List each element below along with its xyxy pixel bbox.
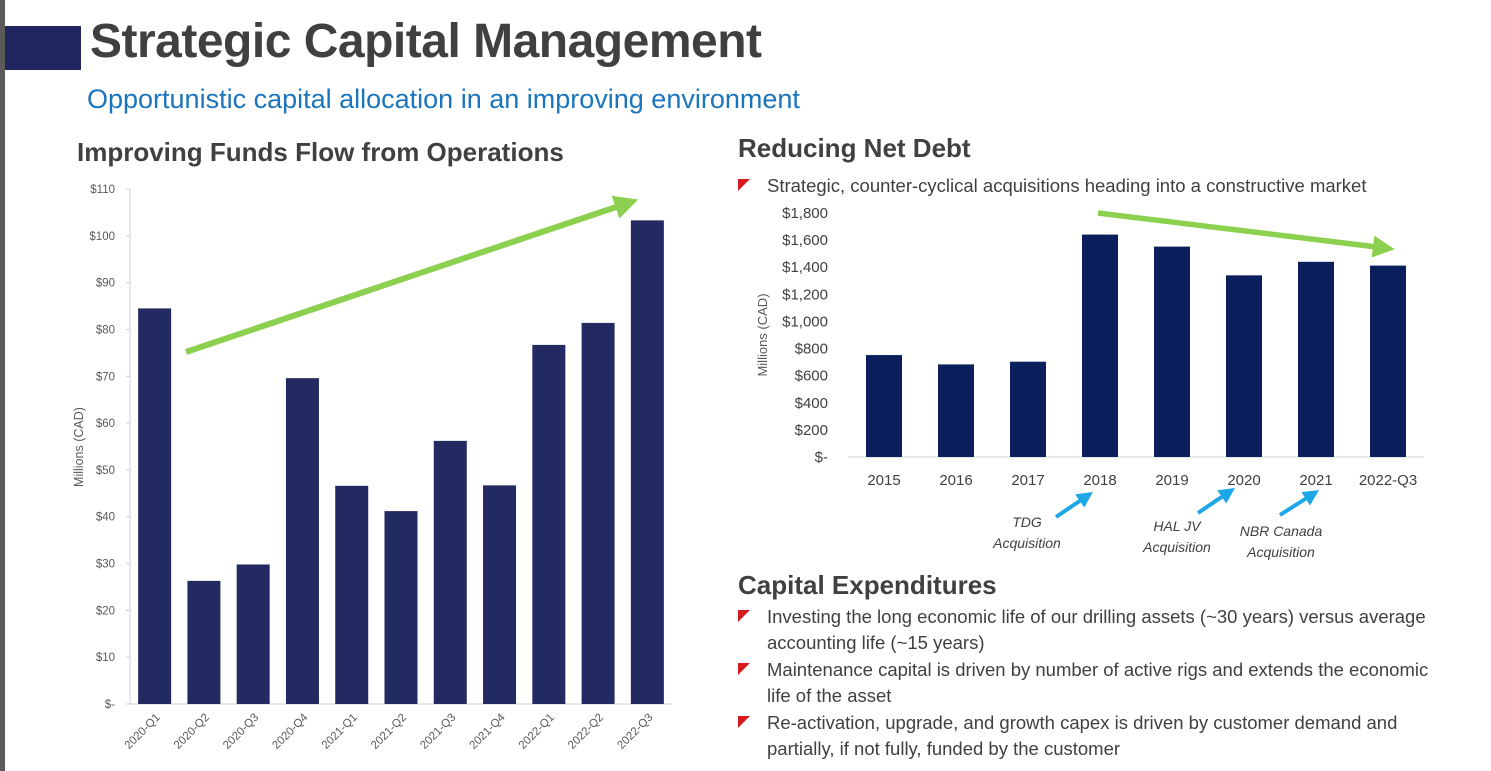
debt-y-tick-label: $1,200 [782,286,828,303]
funds-x-tick-label: 2021-Q2 [369,712,409,752]
funds-y-tick-label: $30 [96,559,115,571]
debt-y-tick-label: $1,600 [782,232,828,249]
bullet-marker-icon [738,716,750,728]
bullet-marker-icon [738,610,750,622]
funds-bar [335,485,369,704]
title-accent-bar [5,26,81,70]
acquisition-label: Acquisition [992,535,1061,551]
funds-bar [384,511,418,704]
debt-x-tick-label: 2020 [1227,472,1260,489]
funds-x-tick-label: 2021-Q3 [418,712,458,752]
funds-bar [483,485,517,704]
debt-bar [1082,234,1118,457]
acquisition-label: TDG [1012,514,1042,530]
funds-x-tick-label: 2021-Q4 [468,711,509,752]
funds-bar [187,580,221,704]
debt-x-tick-label: 2017 [1011,472,1044,489]
debt-y-tick-label: $200 [795,422,828,439]
funds-bar [433,440,467,704]
acquisition-label: Acquisition [1246,544,1315,560]
funds-bar [532,344,566,704]
debt-trend-arrow-icon [1097,210,1395,258]
funds-x-tick-label: 2022-Q1 [517,712,557,752]
debt-bar [1298,261,1334,457]
acquisition-label: Acquisition [1142,539,1211,555]
funds-bar [630,220,664,705]
funds-x-tick-label: 2022-Q3 [615,712,655,752]
funds-y-tick-label: $60 [96,418,115,430]
capex-bullet-3: Re-activation, upgrade, and growth capex… [738,710,1438,762]
debt-bar [866,355,902,457]
net-debt-bullet-text: Strategic, counter-cyclical acquisitions… [767,175,1367,196]
debt-x-tick-label: 2016 [939,472,972,489]
funds-y-tick-label: $10 [96,652,115,664]
funds-x-tick-label: 2020-Q1 [123,712,163,752]
funds-x-tick-label: 2020-Q2 [172,712,212,752]
funds-y-tick-label: $50 [96,465,115,477]
debt-y-tick-label: $800 [795,341,828,358]
net-debt-bullet: Strategic, counter-cyclical acquisitions… [738,173,1438,199]
debt-x-tick-label: 2018 [1083,472,1116,489]
funds-y-tick-label: $80 [96,324,115,336]
funds-bar [581,322,615,704]
debt-x-tick-label: 2019 [1155,472,1188,489]
funds-y-tick-label: $70 [96,371,115,383]
funds-bar [236,564,270,704]
debt-y-tick-label: $1,400 [782,259,828,276]
left-edge-strip [0,0,5,771]
funds-trend-arrow-icon [185,195,639,355]
debt-bar [1154,246,1190,457]
page-title: Strategic Capital Management [90,15,762,68]
capex-bullet-text: Investing the long economic life of our … [767,606,1426,653]
debt-y-tick-label: $1,000 [782,313,828,330]
bullet-marker-icon [738,179,750,191]
funds-y-tick-label: $100 [89,231,115,243]
capex-bullet-1: Investing the long economic life of our … [738,604,1438,656]
debt-bar [1370,265,1406,457]
acquisition-label: NBR Canada [1240,523,1323,539]
debt-y-tick-label: $- [815,449,828,466]
debt-bar [1226,275,1262,457]
debt-y-axis-title: Millions (CAD) [755,293,770,376]
debt-x-tick-label: 2022-Q3 [1359,472,1417,489]
funds-bar [138,308,172,704]
funds-y-tick-label: $40 [96,512,115,524]
acquisition-arrow-icon [1054,491,1093,519]
funds-y-tick-label: $- [105,699,115,711]
capex-heading: Capital Expenditures [738,570,997,600]
capex-bullet-text: Re-activation, upgrade, and growth capex… [767,712,1398,759]
acquisition-label: HAL JV [1153,518,1202,534]
net-debt-heading: Reducing Net Debt [738,133,971,163]
debt-y-tick-label: $1,800 [782,205,828,222]
funds-y-tick-label: $20 [96,605,115,617]
capex-bullet-text: Maintenance capital is driven by number … [767,659,1429,706]
funds-flow-heading: Improving Funds Flow from Operations [77,137,564,167]
acquisition-arrow-icon [1196,487,1235,515]
page-subtitle: Opportunistic capital allocation in an i… [87,84,800,114]
funds-bar [285,378,319,704]
debt-x-tick-label: 2021 [1299,472,1332,489]
debt-x-tick-label: 2015 [867,472,900,489]
funds-y-tick-label: $90 [96,278,115,290]
funds-x-tick-label: 2020-Q4 [270,711,311,752]
capex-bullet-2: Maintenance capital is driven by number … [738,657,1438,709]
debt-y-tick-label: $400 [795,395,828,412]
funds-y-axis-title: Millions (CAD) [72,407,86,487]
funds-x-tick-label: 2021-Q1 [320,712,360,752]
debt-bar [1010,361,1046,457]
debt-bar [938,364,974,457]
bullet-marker-icon [738,663,750,675]
acquisition-arrow-icon [1278,490,1320,517]
funds-y-tick-label: $110 [90,184,115,196]
funds-x-tick-label: 2022-Q2 [566,712,606,752]
funds-x-tick-label: 2020-Q3 [221,712,261,752]
debt-y-tick-label: $600 [795,368,828,385]
